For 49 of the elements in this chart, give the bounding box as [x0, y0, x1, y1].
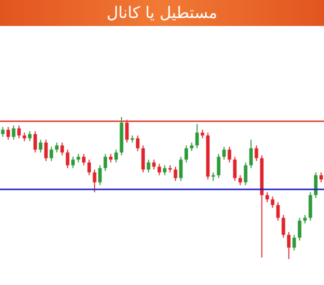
candlestick: [136, 134, 140, 152]
candlestick: [298, 217, 302, 242]
candlestick: [314, 172, 318, 198]
chart-title: مستطیل یا کانال: [0, 0, 324, 26]
candlestick: [244, 162, 248, 186]
candlestick: [276, 202, 280, 222]
candlestick: [71, 156, 75, 169]
candlestick: [28, 130, 32, 142]
candlestick: [17, 125, 21, 139]
candlestick: [114, 149, 118, 163]
candlestick: [222, 146, 226, 160]
candlestick: [87, 159, 91, 176]
candlestick: [216, 153, 220, 179]
candlestick: [1, 126, 5, 138]
candlestick: [12, 125, 16, 140]
candlestick: [282, 214, 286, 238]
candlestick: [195, 124, 199, 149]
candlestick: [82, 153, 86, 166]
candlestick: [270, 196, 274, 208]
candlestick: [141, 144, 145, 173]
candlestick: [287, 232, 291, 259]
candlestick: [233, 156, 237, 182]
candlestick: [55, 142, 59, 153]
candlestick: [125, 119, 129, 144]
candlestick: [265, 192, 269, 203]
candlestick: [308, 192, 312, 222]
candlestick: [33, 130, 37, 153]
candlestick: [98, 164, 102, 186]
candlestick: [60, 142, 64, 156]
candlestick: [146, 159, 150, 173]
candlestick: [319, 172, 323, 183]
candlestick: [249, 139, 253, 169]
candlestick: [162, 164, 166, 176]
candlestick: [104, 153, 108, 172]
candlestick: [228, 146, 232, 163]
candlestick: [6, 126, 10, 140]
candlestick: [292, 234, 296, 251]
candlestick: [174, 166, 178, 182]
candlestick: [184, 144, 188, 163]
candlestick: [44, 139, 48, 162]
candlestick: [152, 159, 156, 170]
candlestick: [179, 156, 183, 182]
candlestick: [238, 174, 242, 186]
candlestick: [158, 163, 162, 176]
candlestick: [50, 146, 54, 162]
candlestick: [38, 139, 42, 153]
candlestick: [254, 144, 258, 162]
candlestick: [92, 169, 96, 193]
candlestick: [66, 149, 70, 169]
